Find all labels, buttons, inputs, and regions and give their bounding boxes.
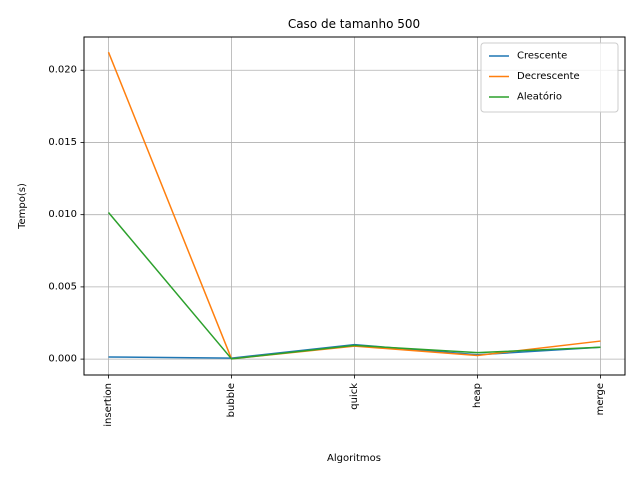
y-axis-label: Tempo(s) <box>17 183 28 230</box>
y-tick-label: 0.015 <box>48 137 77 148</box>
x-tick-label: merge <box>595 383 606 415</box>
legend-label: Aleatório <box>517 91 562 103</box>
legend-box <box>480 42 619 113</box>
y-tick-label: 0.020 <box>48 65 77 76</box>
x-axis-ticks: insertion bubble quick heap merge <box>103 375 606 427</box>
x-tick-label: heap <box>472 383 483 408</box>
y-tick-label: 0.005 <box>48 281 77 292</box>
legend: Crescente Decrescente Aleatório <box>480 42 619 113</box>
y-tick-label: 0.000 <box>48 354 77 365</box>
series-lines <box>107 51 601 360</box>
legend-label: Crescente <box>517 51 567 62</box>
x-tick-label: quick <box>349 383 360 410</box>
x-tick-label: bubble <box>226 383 237 417</box>
x-axis-label: Algoritmos <box>327 453 381 464</box>
y-axis-ticks: 0.000 0.005 0.010 0.015 0.020 <box>48 65 84 365</box>
y-tick-label: 0.010 <box>48 209 77 220</box>
x-tick-label: insertion <box>103 383 114 427</box>
chart-title: Caso de tamanho 500 <box>288 17 420 31</box>
legend-label: Decrescente <box>517 71 580 82</box>
series-line-aleat-rio <box>107 212 601 360</box>
